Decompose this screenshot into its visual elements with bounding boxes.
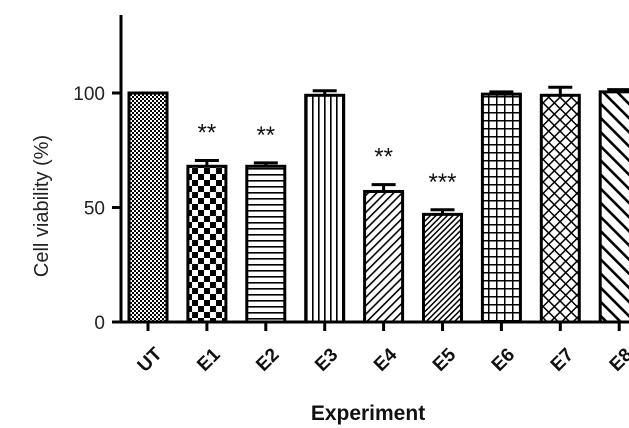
y-tick-label: 50 — [84, 199, 105, 220]
bar-e4 — [363, 189, 405, 324]
x-tick-label: E7 — [547, 344, 578, 375]
significance-label: *** — [428, 169, 456, 196]
bar-e1 — [186, 164, 228, 324]
bar-e6 — [480, 92, 522, 324]
x-tick-label: E6 — [488, 344, 519, 375]
plot-area: 0 50 100 UT ** E1 ** E2 E3 ** E4 *** E5 E6 E7 E8 — [73, 15, 629, 376]
bar-e3 — [304, 93, 346, 324]
significance-label: ** — [256, 122, 275, 149]
significance-label: ** — [374, 144, 393, 171]
x-tick-label: E3 — [311, 344, 342, 375]
bar-ut — [127, 91, 169, 324]
y-axis-title: Cell viability (%) — [31, 135, 53, 277]
bar-e2 — [245, 164, 287, 324]
significance-label: ** — [198, 120, 217, 147]
y-tick-label: 0 — [94, 313, 105, 334]
x-tick-label: E4 — [370, 344, 402, 376]
bar-e7 — [539, 93, 581, 324]
x-tick-label: E5 — [429, 344, 461, 376]
bar-e8 — [598, 90, 629, 324]
y-tick-label: 100 — [73, 84, 105, 105]
x-tick-label: E8 — [606, 344, 629, 375]
x-tick-label: E2 — [252, 344, 283, 375]
x-tick-label: UT — [134, 343, 167, 376]
x-tick-label: E1 — [193, 344, 225, 376]
x-axis-title: Experiment — [311, 402, 425, 425]
bar-e5 — [422, 212, 463, 324]
